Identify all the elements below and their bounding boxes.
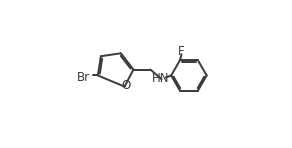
Text: O: O [121,79,130,92]
Text: HN: HN [152,72,170,85]
Text: F: F [178,45,185,58]
Text: Br: Br [77,71,91,84]
